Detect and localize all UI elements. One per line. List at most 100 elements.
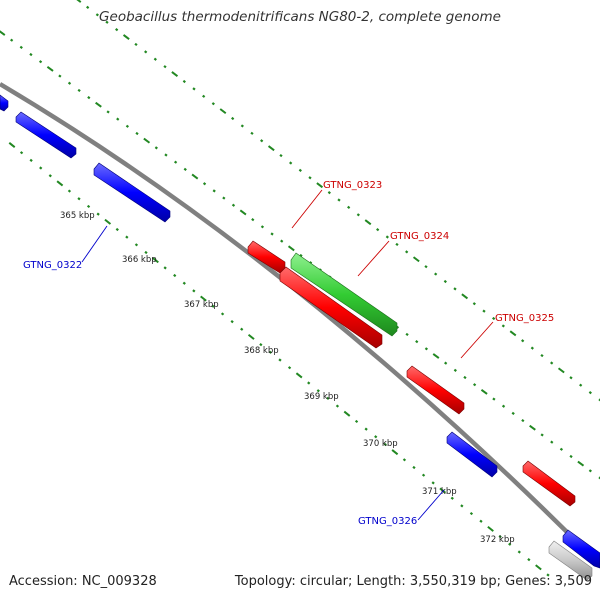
gene-label-gtng-0322[interactable]: GTNG_0322 [23,260,82,271]
major-tick [316,182,324,189]
kbp-label: 367 kbp [184,300,219,310]
major-tick [200,295,207,302]
minor-tick [280,239,284,243]
major-tick [267,145,275,152]
minor-tick [402,458,407,462]
minor-tick [58,74,62,78]
gene-blue-partial [0,94,9,112]
major-tick [412,256,420,263]
major-tick [535,564,542,571]
major-tick [577,460,585,467]
leader-gtng-0323 [291,189,323,229]
major-tick [343,410,351,417]
major-tick [432,353,440,359]
minor-tick [86,5,90,10]
minor-tick [29,52,33,57]
gene-label-gtng-0325[interactable]: GTNG_0325 [495,313,554,324]
minor-tick [309,261,313,265]
major-tick [171,71,179,77]
minor-tick [298,168,302,172]
minor-tick [337,198,341,202]
minor-tick [212,189,216,193]
minor-tick [183,167,187,171]
kbp-label: 368 kbp [244,346,279,356]
major-tick [0,30,6,36]
kbp-label: 371 kbp [422,487,457,497]
minor-tick [173,273,177,278]
minor-tick [86,204,91,209]
minor-tick [67,81,72,85]
minor-tick [588,469,592,473]
minor-tick [453,368,457,372]
gene-blue-1 [15,111,77,159]
major-tick [239,209,247,216]
minor-tick [115,227,119,232]
gene-label-gtng-0324[interactable]: GTNG_0324 [390,231,449,242]
minor-tick [231,203,236,207]
genome-backbone [0,82,600,567]
minor-tick [540,353,544,358]
map-title: Geobacillus thermodenitrificans NG80-2, … [99,9,501,25]
minor-tick [19,151,24,155]
minor-tick [192,87,196,91]
minor-tick [231,116,235,121]
minor-tick [431,481,435,485]
minor-tick [240,124,244,128]
minor-tick [374,435,378,439]
minor-tick [383,442,387,447]
minor-tick [579,383,583,387]
minor-tick [260,225,265,229]
minor-tick [415,340,419,344]
major-tick [461,293,469,300]
gene-red-far [522,460,576,507]
minor-tick [279,153,283,158]
minor-tick [364,427,368,431]
minor-tick [135,131,139,136]
minor-tick [192,289,196,293]
minor-tick [472,383,477,387]
minor-tick [77,197,81,201]
minor-tick [540,433,544,437]
major-tick [557,367,565,374]
minor-tick [521,418,525,423]
major-tick [439,487,447,494]
minor-tick [251,218,255,222]
minor-tick [405,250,409,254]
minor-tick [154,146,158,150]
minor-tick [385,235,389,239]
major-tick [295,372,303,379]
minor-tick [87,95,91,100]
minor-tick [472,302,476,306]
minor-tick [550,361,554,365]
leader-gtng-0324 [357,240,390,277]
major-tick [247,333,255,340]
minor-tick [335,404,340,408]
gene-label-gtng-0323[interactable]: GTNG_0323 [323,180,382,191]
gene-blue-2 [93,162,171,223]
minor-tick [95,13,99,17]
minor-tick [164,153,168,157]
minor-tick [412,465,416,470]
minor-tick [202,94,206,98]
minor-tick [38,60,43,64]
kbp-label: 370 kbp [363,439,398,449]
minor-tick [356,213,360,217]
kbp-label: 365 kbp [60,211,95,221]
minor-tick [569,454,573,459]
minor-tick [511,411,515,416]
minor-tick [598,476,600,480]
minor-tick [96,212,100,216]
minor-tick [270,232,274,236]
leader-gtng-0322 [81,225,108,263]
minor-tick [289,161,293,165]
gene-label-gtng-0326[interactable]: GTNG_0326 [358,516,417,527]
major-tick [122,34,130,40]
minor-tick [460,504,464,508]
major-tick [287,245,295,252]
minor-tick [559,447,564,451]
minor-tick [421,473,426,477]
minor-tick [469,511,474,516]
minor-tick [308,176,312,180]
minor-tick [250,131,254,135]
gene-blue-edge [562,529,600,569]
